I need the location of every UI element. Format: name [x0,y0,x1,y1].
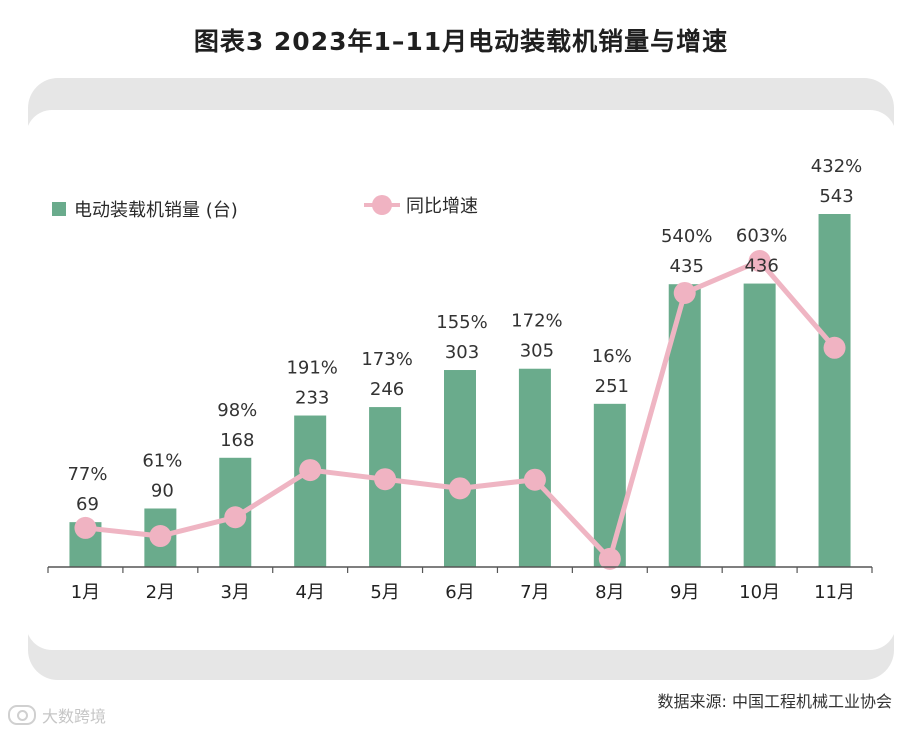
bar-7 [518,368,551,567]
bar-8 [593,403,626,567]
growth-data-label: 172% [511,311,562,332]
growth-point-3 [224,506,247,529]
growth-point-10 [748,250,771,272]
growth-data-label: 191% [286,358,337,379]
legend-line-swatch [364,194,400,216]
growth-data-label: 16% [592,346,632,367]
growth-point-5 [374,468,397,491]
bar-10 [743,283,776,567]
growth-data-label: 540% [661,226,712,247]
data-source-note: 数据来源: 中国工程机械工业协会 [657,692,892,711]
growth-point-2 [149,525,172,548]
legend-item-sales: 电动装载机销量 (台) [52,196,238,222]
x-tick-label: 1月 [71,582,100,603]
watermark: 大数跨境 [8,703,106,727]
growth-data-label: 155% [436,312,487,333]
legend-growth-label: 同比增速 [406,196,478,217]
sales-data-label: 435 [670,256,704,277]
line-layer [74,250,846,570]
bar-6 [444,370,476,567]
x-tick-label: 3月 [221,582,250,603]
x-tick-label: 4月 [295,582,324,603]
watermark-text: 大数跨境 [42,707,107,726]
growth-point-8 [598,547,621,570]
sales-data-label: 543 [819,186,853,207]
x-tick-label: 11月 [814,582,855,603]
watermark-logo-icon [8,705,36,725]
legend-bar-swatch [52,202,66,216]
sales-data-label: 305 [520,341,554,362]
growth-data-label: 61% [142,450,182,471]
x-tick-label: 7月 [520,582,549,603]
bars-layer [69,214,851,567]
x-tick-label: 10月 [739,582,780,603]
sales-data-label: 90 [151,480,174,501]
growth-data-label: 603% [736,226,787,247]
axis-layer: 1月 2月 3月 4月 5月 6月 7月 8月 9月 10月 11月 [47,566,873,603]
growth-point-1 [74,516,97,539]
bar-11 [818,214,851,567]
growth-data-label: 98% [217,400,257,421]
sales-data-label: 168 [220,430,254,451]
x-tick-label: 8月 [595,582,624,603]
sales-data-label: 69 [76,494,99,515]
labels-layer: 77% 69 61% 90 98% 168 191% 233 173% 246 155% 303 172… [67,156,862,515]
sales-data-label: 233 [295,388,329,409]
growth-point-9 [673,281,696,304]
growth-data-label: 77% [67,464,107,485]
growth-point-4 [299,459,322,482]
x-tick-label: 2月 [146,582,175,603]
x-tick-label: 9月 [670,582,699,603]
sales-data-label: 303 [445,342,479,363]
legend-item-growth: 同比增速 [364,192,478,218]
sales-data-label: 251 [595,376,629,397]
growth-data-label: 432% [811,156,862,177]
growth-point-7 [523,468,546,491]
sales-data-label: 436 [744,256,778,277]
growth-point-11 [823,336,846,359]
growth-point-6 [449,477,471,500]
growth-data-label: 173% [361,349,412,370]
bar-4 [294,415,327,567]
x-tick-label: 5月 [370,582,399,603]
x-tick-label: 6月 [445,582,474,603]
chart-title: 图表3 2023年1–11月电动装载机销量与增速 [193,27,729,56]
sales-data-label: 246 [370,379,404,400]
legend-sales-label: 电动装载机销量 (台) [74,200,238,221]
